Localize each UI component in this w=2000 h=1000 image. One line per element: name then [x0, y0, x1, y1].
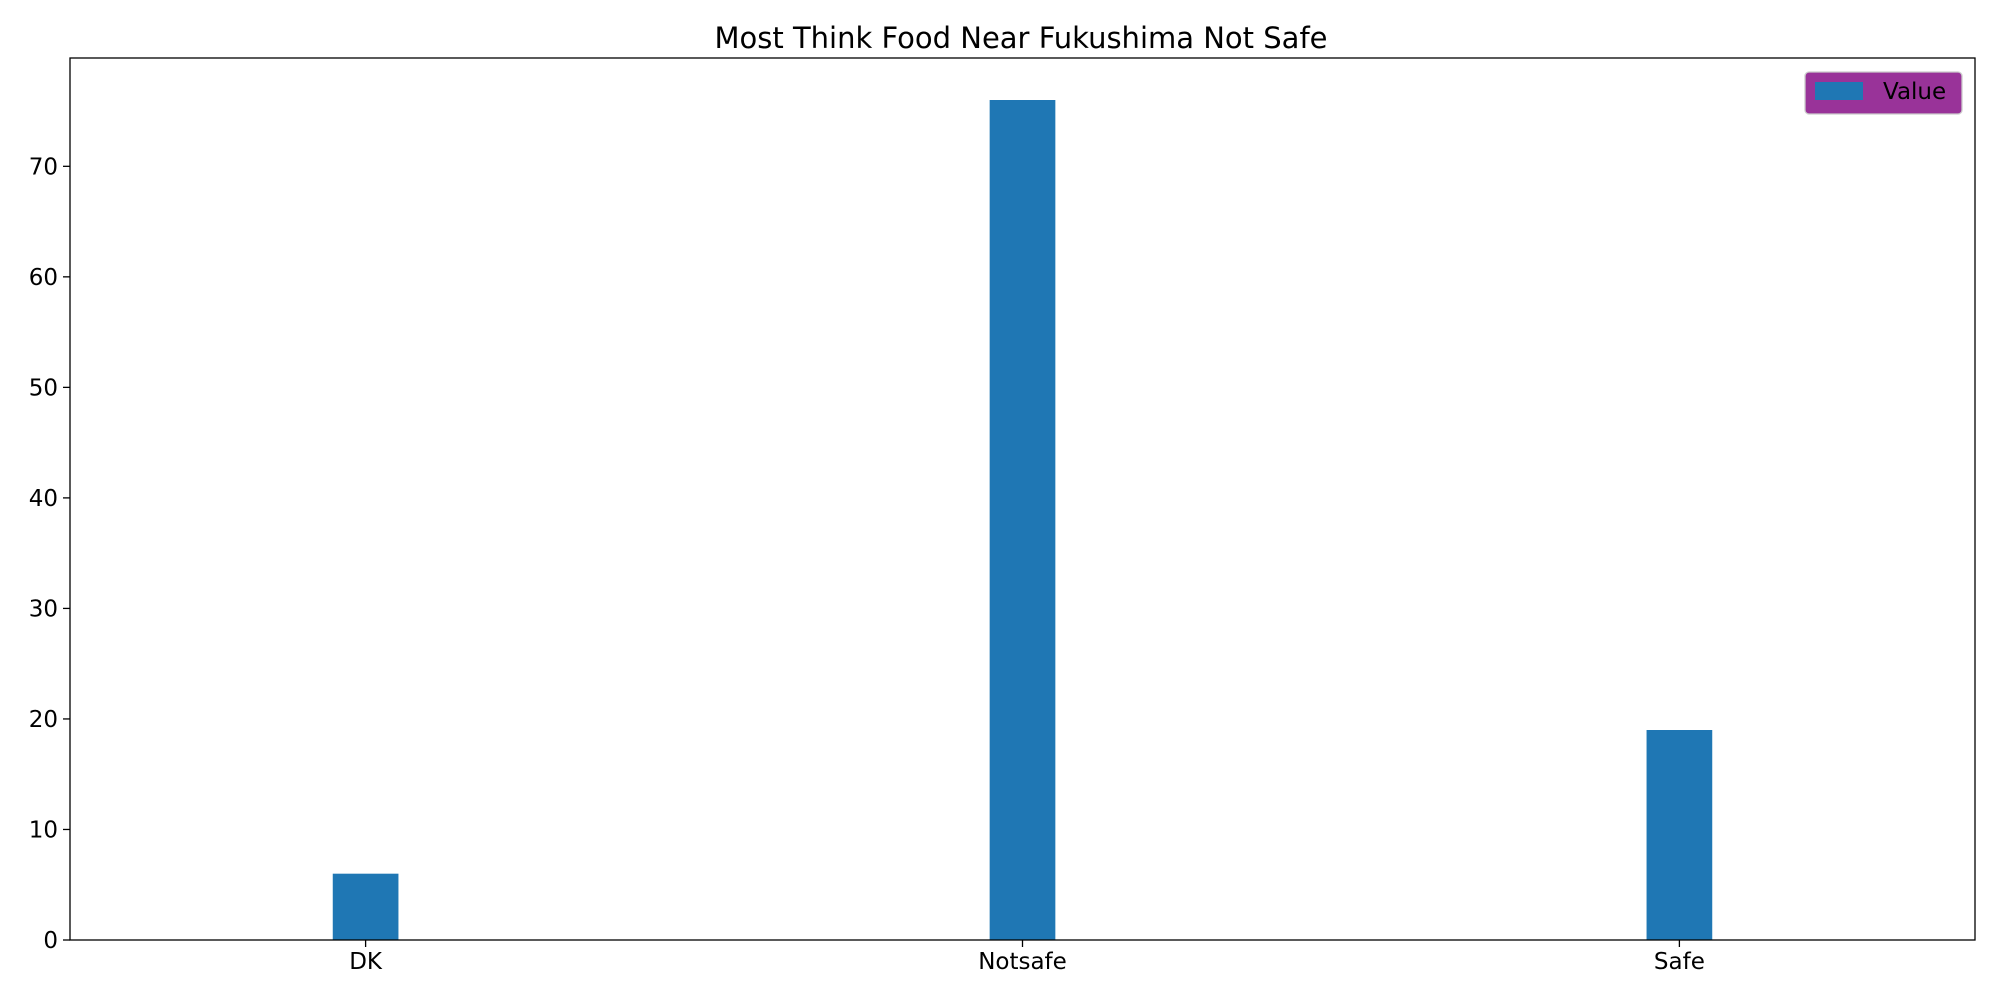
y-axis-ticks: 0 10 20 30 40 50 60 70 — [29, 154, 70, 954]
x-tick-label: Safe — [1654, 949, 1705, 975]
y-tick-label: 10 — [29, 817, 58, 843]
x-tick-label: Notsafe — [978, 949, 1067, 975]
x-axis-ticks: DK Notsafe Safe — [349, 940, 1705, 975]
y-tick-label: 0 — [43, 928, 58, 954]
legend-label-value: Value — [1883, 79, 1946, 105]
y-tick-label: 60 — [29, 265, 58, 291]
y-tick-label: 30 — [29, 596, 58, 622]
bar-notsafe — [989, 100, 1056, 940]
x-tick-label: DK — [349, 949, 383, 975]
bar-safe — [1646, 730, 1713, 940]
legend-swatch-value — [1815, 82, 1863, 100]
bar-dk — [332, 873, 399, 940]
y-tick-label: 50 — [29, 375, 58, 401]
chart-title: Most Think Food Near Fukushima Not Safe — [714, 21, 1327, 55]
bar-series-value — [332, 100, 1713, 940]
legend: Value — [1804, 71, 1963, 115]
y-tick-label: 40 — [29, 486, 58, 512]
y-tick-label: 70 — [29, 154, 58, 180]
plot-area-frame — [69, 57, 1976, 941]
y-tick-label: 20 — [29, 707, 58, 733]
